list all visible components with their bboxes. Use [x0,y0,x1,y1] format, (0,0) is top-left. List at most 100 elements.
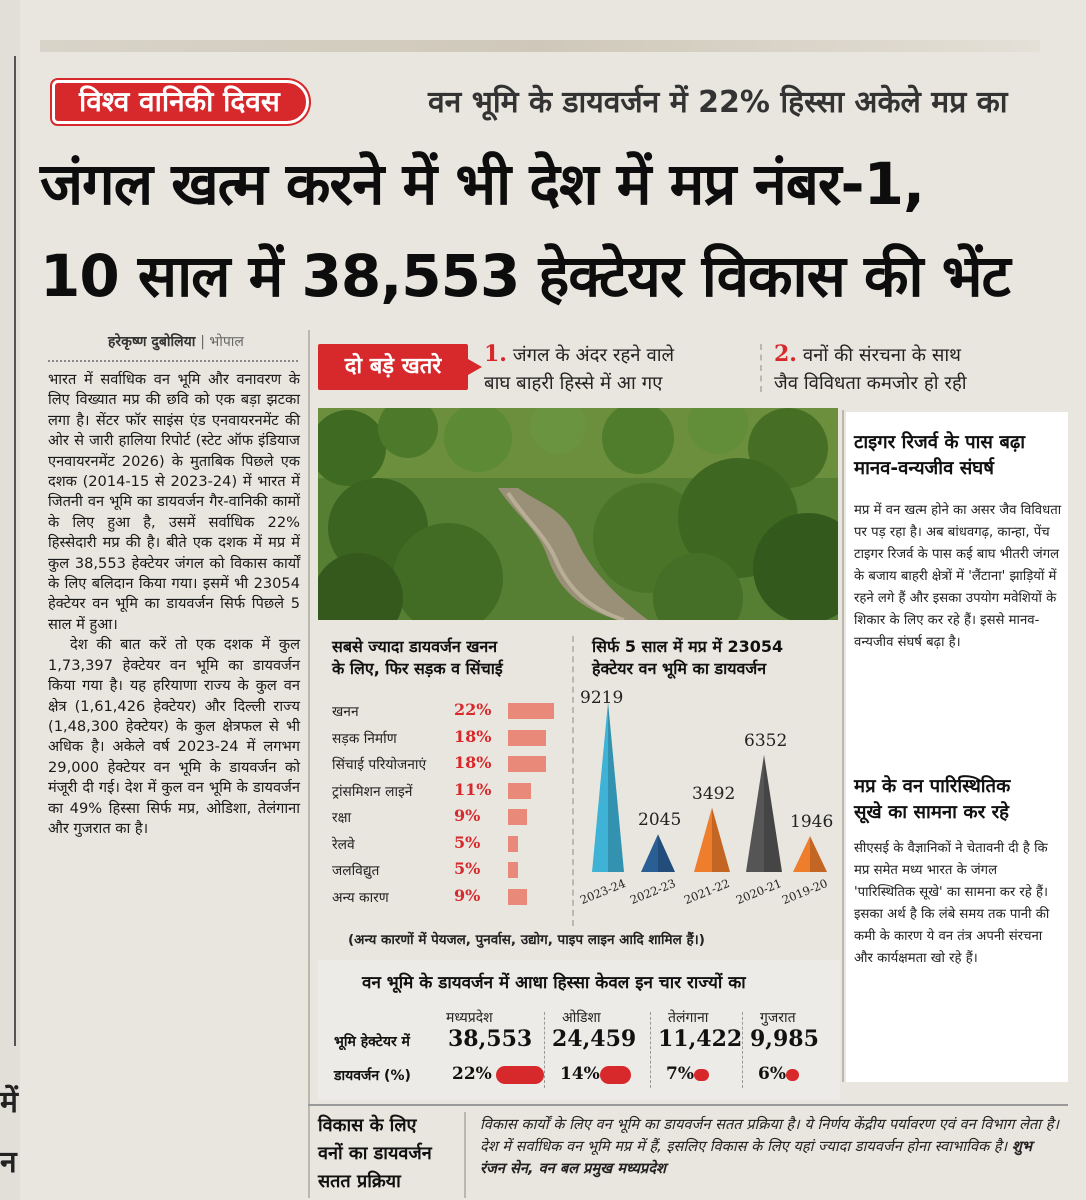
bar-value-label: 5% [454,859,481,878]
bar-value-label: 9% [454,885,481,905]
sidebar-text-1: मप्र में वन खत्म होने का असर जैव विविधता… [854,503,1062,650]
state-percent: 6% [758,1064,786,1084]
state-hectare: 11,422 [658,1026,743,1052]
threat-1: 1. जंगल के अंदर रहने वाले बाघ बाहरी हिस्… [484,340,674,398]
bar [508,703,554,719]
footer-heading: विकास के लिए वनों का डायवर्जन सतत प्रक्र… [318,1112,432,1196]
clipped-word: में [0,1085,18,1120]
title-line: के लिए, फिर सड़क व सिंचाई [332,659,503,678]
threat-divider [760,344,762,392]
state-hectare: 9,985 [750,1026,819,1052]
bar-category-label: रेलवे [332,836,355,853]
state-percent: 14% [560,1064,600,1084]
bar [508,729,546,746]
subheadline: वन भूमि के डायवर्जन में 22% हिस्सा अकेले… [428,85,1008,120]
quote-author: शुभ रंजन सेन, वन बल प्रमुख मध्यप्रदेश [480,1138,1033,1177]
body-paragraph: देश की बात करें तो एक दशक में कुल 1,73,3… [48,636,300,837]
pyramid-shade [608,702,624,872]
footer-quote: विकास कार्यों के लिए वन भूमि का डायवर्जन… [480,1114,1060,1180]
chart-2-title: सिर्फ 5 साल में मप्र में 23054 हेक्टेयर … [592,636,783,680]
pyramid-shade [764,754,782,872]
heading-line: विकास के लिए [318,1115,417,1136]
pyramid-value-label: 1946 [790,812,834,833]
bar [508,888,527,905]
bar-value-label: 18% [454,726,492,746]
threat-text: बाघ बाहरी हिस्से में आ गए [484,373,663,394]
bar-value-label: 18% [454,753,492,772]
states-box [318,960,840,1100]
headline-line-2: 10 साल में 38,553 हेक्टेयर विकास की भेंट [40,242,1011,310]
sidebar-heading-1: टाइगर रिजर्व के पास बढ़ा मानव-वन्यजीव सं… [854,430,1025,482]
threat-text: जैव विविधता कमजोर हो रही [774,373,967,394]
pyramid-mark [694,807,730,872]
heading-line: टाइगर रिजर्व के पास बढ़ा [854,432,1026,453]
adjacent-column-edge [0,0,20,1200]
footer-rule [308,1104,1068,1106]
row-label-hectare: भूमि हेक्टेयर में [334,1034,410,1050]
state-divider [650,1012,651,1088]
bar [508,809,527,825]
threat-2: 2. वनों की संरचना के साथ जैव विविधता कमज… [774,340,967,398]
bar [508,862,519,878]
bar-category-label: खनन [332,704,359,720]
image-strip [40,40,1040,52]
bar-category-label: सिंचाई परियोजनाएं [332,757,427,773]
title-line: सबसे ज्यादा डायवर्जन खनन [332,637,498,656]
threat-text: जंगल के अंदर रहने वाले [512,345,675,366]
state-hectare: 24,459 [552,1026,637,1052]
bar [508,835,519,852]
state-name: ओडिशा [562,1010,601,1026]
forest-river-photo [318,408,838,620]
state-name: तेलंगाना [668,1010,709,1026]
sidebar-box: टाइगर रिजर्व के पास बढ़ा मानव-वन्यजीव सं… [846,412,1068,1082]
title-line: हेक्टेयर वन भूमि का डायवर्जन [592,659,767,678]
column-rule [308,330,310,1198]
threat-number: 1. [484,341,507,367]
bar-category-label: जलविद्युत [332,863,380,879]
headline-line-1: जंगल खत्म करने में भी देश में मप्र नंबर-… [40,150,925,218]
title-line: सिर्फ 5 साल में मप्र में 23054 [592,637,784,656]
sidebar-heading-2: मप्र के वन पारिस्थितिक सूखे का सामना कर … [854,774,1010,826]
pyramid-value-label: 2045 [638,810,682,831]
clipped-word: न [0,1145,17,1180]
percent-pill [694,1069,710,1081]
state-percent: 22% [452,1064,492,1084]
state-hectare: 38,553 [448,1026,533,1052]
bar-category-label: ट्रांसमिशन लाइनें [332,783,413,800]
row-label-percent: डायवर्जन (%) [334,1068,411,1084]
byline-city: | भोपाल [200,334,244,350]
pyramid-value-label: 6352 [744,730,788,751]
quote-text: विकास कार्यों के लिए वन भूमि का डायवर्जन… [480,1116,1060,1155]
state-divider [544,1012,545,1088]
pyramid-value-label: 3492 [692,783,736,804]
chart-divider [572,636,574,926]
pyramid-chart [592,702,827,872]
state-name: गुजरात [760,1010,796,1026]
bar-value-label: 22% [454,700,492,719]
threat-text: वनों की संरचना के साथ [802,345,961,366]
state-divider [742,1012,743,1088]
heading-line: सूखे का सामना कर रहे [854,802,1009,823]
heading-line: मानव-वन्यजीव संघर्ष [854,458,994,479]
footer-divider [464,1112,466,1198]
sidebar-text-2: सीएसई के वैज्ञानिकों ने चेतावनी दी है कि… [854,841,1050,966]
threat-number: 2. [774,341,797,367]
threats-tag: दो बड़े खतरे [318,344,482,390]
chart-note: (अन्य कारणों में पेयजल, पुनर्वास, उद्योग… [348,932,705,948]
chart-1-title: सबसे ज्यादा डायवर्जन खनन के लिए, फिर सड़… [332,636,503,680]
bar [508,782,531,799]
state-percent: 7% [666,1064,694,1084]
pyramid-mark [746,754,782,872]
heading-line: मप्र के वन पारिस्थितिक [854,776,1011,797]
kicker-badge: विश्व वानिकी दिवस [52,80,309,124]
pyramid-shade [712,807,730,872]
states-title: वन भूमि के डायवर्जन में आधा हिस्सा केवल … [362,973,746,993]
pyramid-value-label: 9219 [580,688,624,708]
byline-author: हरेकृष्ण दुबोलिया [108,334,196,350]
pyramid-mark [592,702,624,872]
column-divider [14,56,16,1046]
heading-line: सतत प्रक्रिया [318,1171,401,1192]
bar-value-label: 5% [454,832,481,852]
byline: हरेकृष्ण दुबोलिया | भोपाल [108,332,244,351]
